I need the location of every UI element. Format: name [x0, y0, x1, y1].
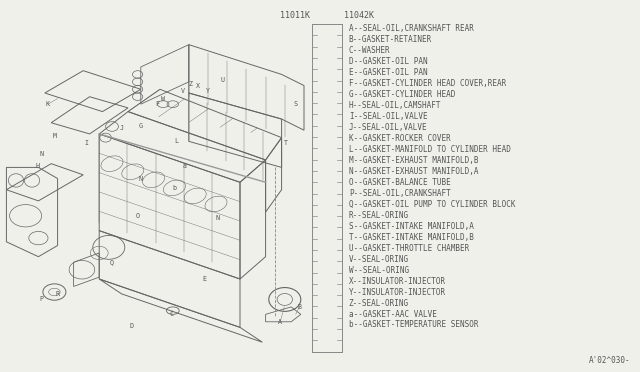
Text: O--GASKET-BALANCE TUBE: O--GASKET-BALANCE TUBE: [349, 178, 451, 187]
Text: 11011K: 11011K: [280, 12, 310, 20]
Text: b--GASKET-TEMPERATURE SENSOR: b--GASKET-TEMPERATURE SENSOR: [349, 320, 478, 330]
Text: B--GASKET-RETAINER: B--GASKET-RETAINER: [349, 35, 432, 44]
Text: P--SEAL-OIL,CRANKSHAFT: P--SEAL-OIL,CRANKSHAFT: [349, 189, 451, 198]
Text: N: N: [40, 151, 44, 157]
Text: J--SEAL-OIL,VALVE: J--SEAL-OIL,VALVE: [349, 123, 428, 132]
Text: V: V: [180, 88, 184, 94]
Text: H--SEAL-OIL,CAMSHAFT: H--SEAL-OIL,CAMSHAFT: [349, 101, 442, 110]
Text: N: N: [139, 176, 143, 182]
Text: J: J: [120, 125, 124, 131]
Text: W--SEAL-ORING: W--SEAL-ORING: [349, 266, 409, 275]
Text: I--SEAL-OIL,VALVE: I--SEAL-OIL,VALVE: [349, 112, 428, 121]
Text: O: O: [136, 213, 140, 219]
Text: E: E: [203, 276, 207, 282]
Text: A--SEAL-OIL,CRANKSHAFT REAR: A--SEAL-OIL,CRANKSHAFT REAR: [349, 24, 474, 33]
Text: T--GASKET-INTAKE MANIFOLD,B: T--GASKET-INTAKE MANIFOLD,B: [349, 233, 474, 242]
Text: Q: Q: [110, 259, 114, 265]
Text: Y: Y: [206, 88, 210, 94]
Text: G: G: [139, 124, 143, 129]
Text: C--WASHER: C--WASHER: [349, 46, 390, 55]
Text: R: R: [56, 291, 60, 297]
Text: D: D: [129, 323, 133, 328]
Text: C: C: [170, 311, 173, 317]
Text: M: M: [52, 133, 56, 139]
Text: P: P: [40, 296, 44, 302]
Text: Y--INSULATOR-INJECTOR: Y--INSULATOR-INJECTOR: [349, 288, 446, 296]
Text: K--GASKET-ROCKER COVER: K--GASKET-ROCKER COVER: [349, 134, 451, 143]
Text: E--GASKET-OIL PAN: E--GASKET-OIL PAN: [349, 68, 428, 77]
Text: L--GASKET-MANIFOLD TO CYLINDER HEAD: L--GASKET-MANIFOLD TO CYLINDER HEAD: [349, 145, 511, 154]
Text: R--SEAL-ORING: R--SEAL-ORING: [349, 211, 409, 220]
Text: M--GASKET-EXHAUST MANIFOLD,B: M--GASKET-EXHAUST MANIFOLD,B: [349, 156, 478, 165]
Text: V--SEAL-ORING: V--SEAL-ORING: [349, 254, 409, 264]
Text: W: W: [161, 96, 165, 102]
Text: H: H: [35, 163, 39, 169]
Text: U: U: [220, 77, 224, 83]
Text: S: S: [294, 101, 298, 107]
Text: a--GASKET-AAC VALVE: a--GASKET-AAC VALVE: [349, 310, 436, 318]
Text: S--GASKET-INTAKE MANIFOLD,A: S--GASKET-INTAKE MANIFOLD,A: [349, 222, 474, 231]
Text: Z--SEAL-ORING: Z--SEAL-ORING: [349, 298, 409, 308]
Text: N: N: [216, 215, 220, 221]
Text: K: K: [46, 101, 50, 107]
Text: Q--GASKET-OIL PUMP TO CYLINDER BLOCK: Q--GASKET-OIL PUMP TO CYLINDER BLOCK: [349, 200, 515, 209]
Text: D--GASKET-OIL PAN: D--GASKET-OIL PAN: [349, 57, 428, 66]
Text: F--GASKET-CYLINDER HEAD COVER,REAR: F--GASKET-CYLINDER HEAD COVER,REAR: [349, 79, 506, 88]
Text: F: F: [155, 101, 159, 107]
Text: G--GASKET-CYLINDER HEAD: G--GASKET-CYLINDER HEAD: [349, 90, 455, 99]
Text: X--INSULATOR-INJECTOR: X--INSULATOR-INJECTOR: [349, 276, 446, 286]
Text: A: A: [278, 319, 282, 325]
Text: A'02^030-: A'02^030-: [589, 356, 630, 365]
Text: N--GASKET-EXHAUST MANIFOLD,A: N--GASKET-EXHAUST MANIFOLD,A: [349, 167, 478, 176]
Text: L: L: [174, 138, 178, 144]
Text: U--GASKET-THROTTLE CHAMBER: U--GASKET-THROTTLE CHAMBER: [349, 244, 469, 253]
Text: 11042K: 11042K: [344, 12, 374, 20]
Text: X: X: [196, 83, 200, 89]
Text: b: b: [172, 185, 176, 191]
Text: I: I: [84, 140, 88, 146]
Text: B: B: [298, 304, 301, 310]
Text: T: T: [284, 140, 288, 146]
Text: a: a: [182, 163, 186, 169]
Text: Z: Z: [189, 81, 193, 87]
